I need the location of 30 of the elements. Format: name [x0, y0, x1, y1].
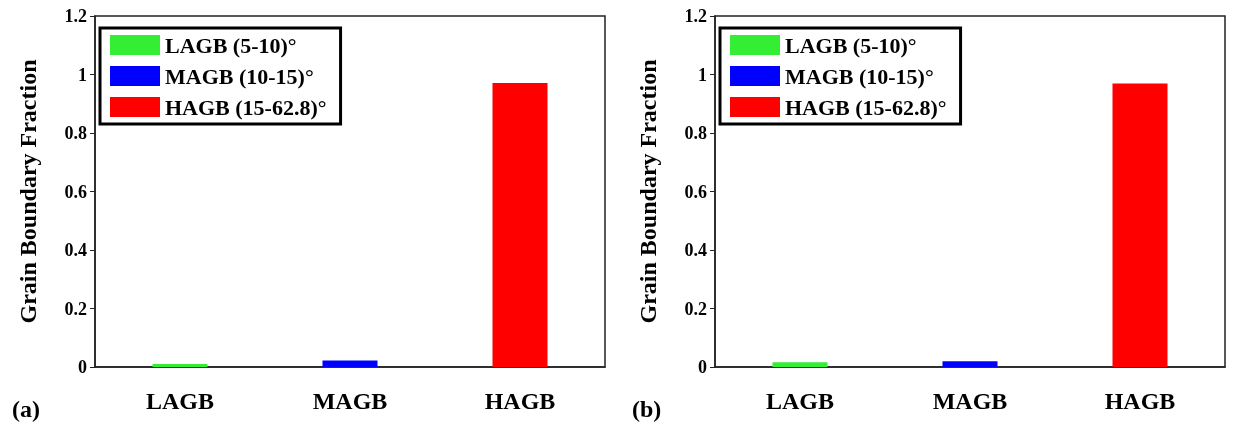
- legend-label: MAGB (10-15)°: [165, 63, 314, 89]
- x-tick-label: LAGB: [765, 388, 835, 414]
- y-tick-label: 0.6: [684, 181, 707, 202]
- x-tick-label: HAGB: [484, 388, 556, 414]
- y-tick-label: 1: [698, 64, 707, 85]
- y-tick-label: 0: [698, 357, 707, 377]
- y-axis-title: Grain Boundary Fraction: [15, 59, 41, 324]
- y-tick-label: 0.8: [64, 123, 87, 143]
- y-tick-label: 1.2: [684, 6, 707, 26]
- x-tick-label: MAGB: [312, 388, 388, 414]
- y-tick-label: 1.2: [64, 6, 87, 26]
- y-tick-label: 0.2: [64, 298, 87, 319]
- text: (a): [12, 396, 40, 422]
- y-tick-label: 1: [78, 64, 87, 85]
- y-axis-title: Grain Boundary Fraction: [635, 59, 661, 324]
- y-tick-label: 0.4: [684, 240, 707, 260]
- legend-label: LAGB (5-10)°: [165, 32, 297, 58]
- y-tick-label: 0.4: [64, 240, 87, 260]
- y-tick-label: 0.8: [684, 123, 707, 143]
- x-tick-label: LAGB: [145, 388, 215, 414]
- legend-label: HAGB (15-62.8)°: [785, 94, 947, 120]
- y-tick-label: 0.2: [684, 298, 707, 319]
- x-tick-label: MAGB: [932, 388, 1008, 414]
- y-tick-label: 0.6: [64, 181, 87, 202]
- legend-label: MAGB (10-15)°: [785, 63, 934, 89]
- text: (b): [632, 396, 662, 422]
- legend-label: HAGB (15-62.8)°: [165, 94, 327, 120]
- legend-label: LAGB (5-10)°: [785, 32, 917, 58]
- x-tick-label: HAGB: [1104, 388, 1176, 414]
- y-tick-label: 0: [78, 357, 87, 377]
